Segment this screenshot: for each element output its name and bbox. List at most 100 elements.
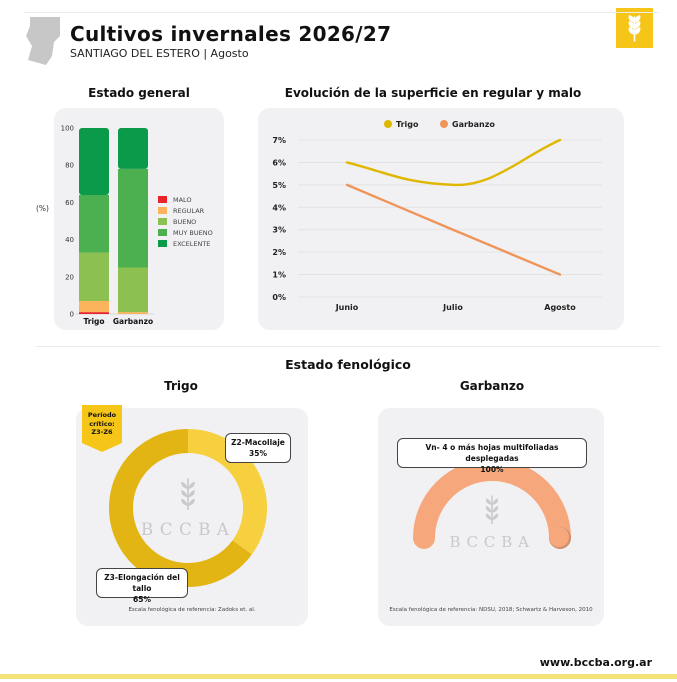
legend-label: Garbanzo [452,120,495,129]
legend-swatch [158,240,167,247]
wheat-grain [181,481,188,489]
x-tick-label: Junio [335,303,359,312]
wheat-grain [492,498,499,505]
y-tick-label: 3% [272,226,286,235]
footer-bar [0,674,677,679]
elongacion-label: Z3-Elongación del tallo [104,573,180,593]
y-tick-label: 100 [61,125,74,133]
evolucion-title: Evolución de la superficie en regular y … [284,86,582,100]
bccba-watermark: BCCBA [141,478,235,539]
series-line-trigo [345,138,562,187]
bar-segment [118,168,148,268]
trigo-footnote: Escala fenológica de referencia: Zadoks … [128,607,256,613]
trigo-donut-chart: BCCBA [109,429,267,587]
legend-marker [384,120,392,128]
garbanzo-title: Garbanzo [459,379,525,393]
line-chart: 7% 6% 5% 4% 3% 2% 1% 0% Junio Julio Agosto Trigo Gar… [272,120,602,312]
legend-item-bueno: BUENO [158,216,213,227]
y-tick-label: 5% [272,181,286,190]
legend-marker [440,120,448,128]
x-category-label: Garbanzo [113,317,153,326]
macollaje-value: 35% [249,449,267,458]
y-tick-label: 80 [65,162,74,170]
bar-segment [79,300,109,313]
legend-item-muy-bueno: MUY BUENO [158,227,213,238]
y-tick-label: 2% [272,248,286,257]
wheat-grain [181,498,188,506]
y-tick-label: 7% [272,136,286,145]
critical-period-badge-shape [82,405,122,452]
bar-segment [79,312,109,314]
donut-slice [187,429,267,555]
legend-label: MALO [173,195,192,204]
stacked-bar-chart: 100 80 60 40 20 0 Trigo Garbanzo [61,125,154,326]
elongacion-value: 65% [133,595,151,604]
y-tick-label: 20 [65,273,74,281]
y-tick-label: 60 [65,199,74,207]
wheat-grain [485,498,492,505]
legend-label: REGULAR [173,206,205,215]
y-tick-label: 1% [272,271,286,280]
wheat-grain [485,505,492,513]
evolucion-card [258,108,624,330]
x-tick-label: Julio [442,303,463,312]
bar-segment [79,252,109,301]
garbanzo-callout: Vn- 4 o más hojas multifoliadas desplega… [397,438,587,474]
y-tick-label: 4% [272,203,286,212]
y-tick-label: 0 [70,311,74,319]
wheat-grain [492,513,499,521]
wheat-grain [188,481,195,489]
wheat-grain [188,490,195,498]
bar-segment [79,194,109,253]
bccba-watermark: BCCBA [449,495,534,551]
legend-item-malo: MALO [158,194,213,205]
province-map-icon [26,17,60,65]
garbanzo-callout-value: 100% [480,465,504,474]
wheat-icon [628,15,641,42]
legend-swatch [158,196,167,203]
legend-swatch [158,229,167,236]
legend-label: MUY BUENO [173,228,213,237]
critical-period-badge: Período crítico: Z3-Z6 [87,411,117,436]
macollaje-callout: Z2-Macollaje 35% [225,433,291,463]
arc-endcap-fill [549,527,569,547]
wheat-grain [485,513,492,521]
elongacion-callout: Z3-Elongación del tallo 65% [96,568,188,604]
wheat-grain [492,505,499,513]
legend-item-excelente: EXCELENTE [158,238,213,249]
footer-url[interactable]: www.bccba.org.ar [539,656,652,669]
y-tick-label: 6% [272,158,286,167]
watermark-text: BCCBA [449,533,534,551]
legend-swatch [158,218,167,225]
page-title: Cultivos invernales 2026/27 [70,22,392,46]
semicircle-arc [413,459,571,549]
legend-label: Trigo [396,120,419,129]
series-line-garbanzo [345,183,562,276]
y-tick-label: 0% [272,293,286,302]
wheat-grain [181,490,188,498]
legend-label: BUENO [173,217,197,226]
header-divider [24,12,659,13]
x-category-label: Trigo [83,317,104,326]
page-subtitle: SANTIAGO DEL ESTERO | Agosto [70,47,249,60]
bar-segment [79,128,109,195]
garbanzo-semicircle-chart: BCCBA [413,459,571,551]
garbanzo-callout-label: Vn- 4 o más hojas multifoliadas desplega… [425,443,559,463]
brand-logo [616,8,653,48]
fenologico-title: Estado fenológico [285,357,411,372]
legend-swatch [158,207,167,214]
bar-segment [118,267,148,313]
y-tick-label: 40 [65,236,74,244]
trigo-title: Trigo [164,379,198,393]
donut-slice [109,429,252,587]
macollaje-label: Z2-Macollaje [231,438,285,447]
legend-label: EXCELENTE [173,239,211,248]
fenologico-panel [36,346,660,647]
estado-general-title: Estado general [88,86,190,100]
estado-general-legend: MALO REGULAR BUENO MUY BUENO EXCELENTE [158,194,213,249]
watermark-text: BCCBA [141,519,235,539]
estado-general-ylabel: (%) [36,204,49,213]
x-tick-label: Agosto [544,303,576,312]
garbanzo-footnote: Escala fenológica de referencia: NDSU, 2… [389,607,593,613]
bar-segment [118,128,148,169]
